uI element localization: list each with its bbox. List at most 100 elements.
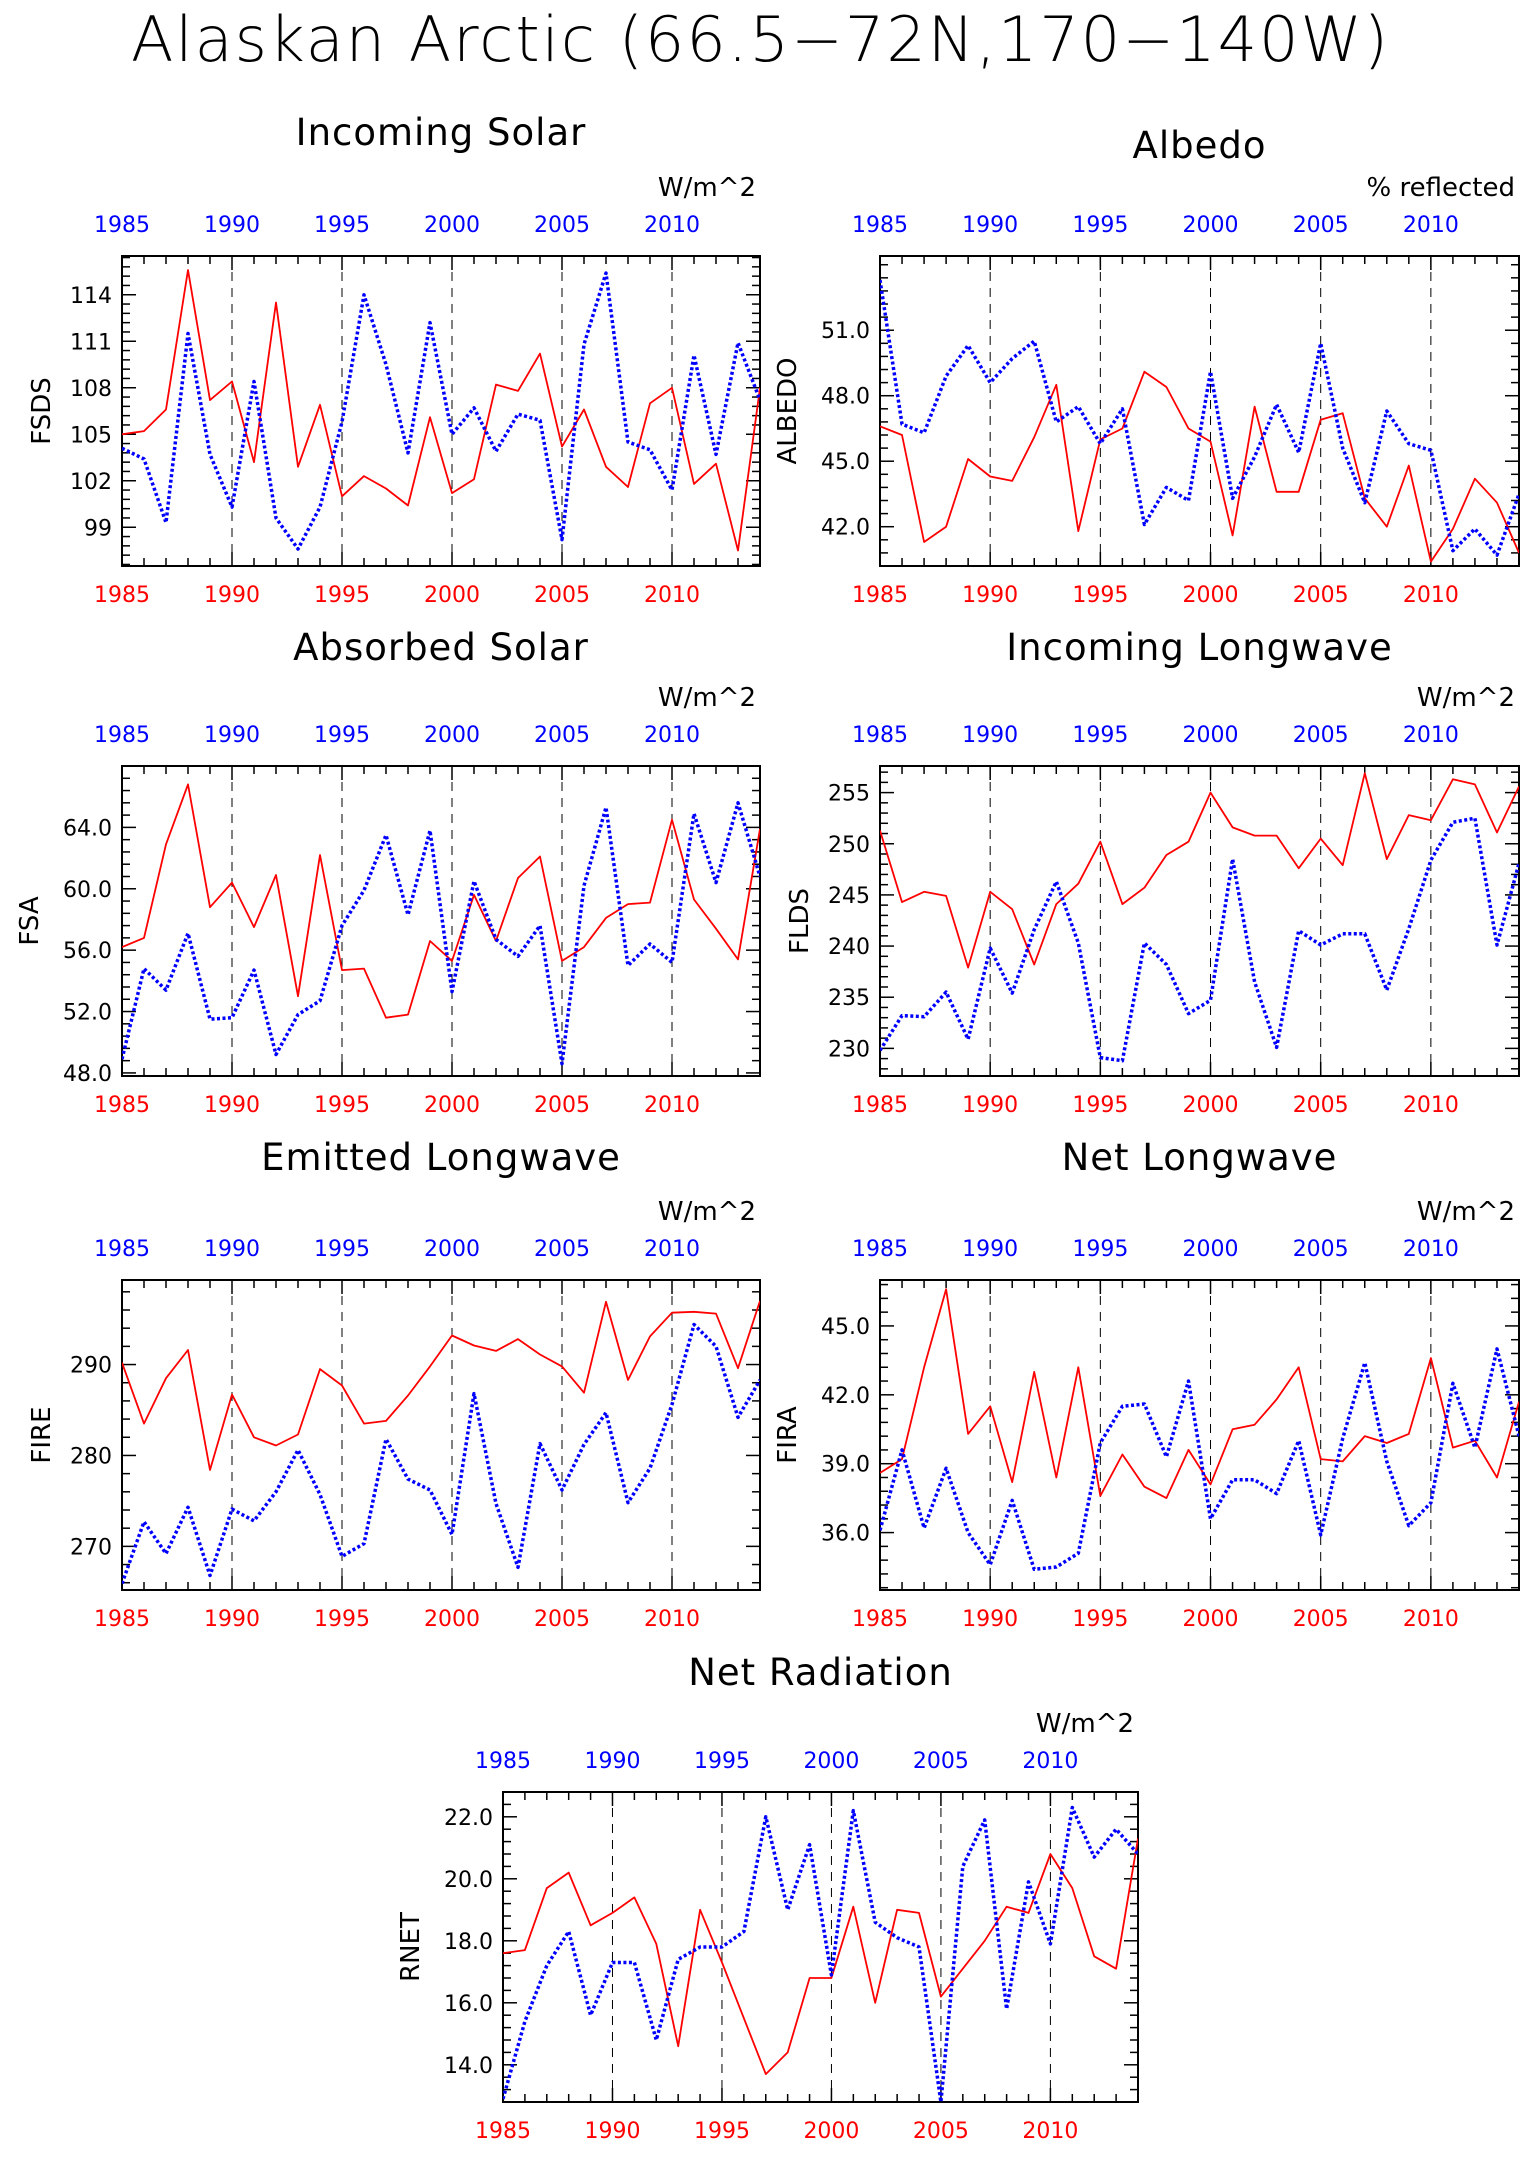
albedo-xlabel-top-2010: 2010: [1403, 213, 1459, 238]
rnet-ylabel: RNET: [396, 1912, 426, 1982]
page-title: Alaskan Arctic (66.5−72N,170−140W): [131, 3, 1390, 76]
fira-xlabel-top-2005: 2005: [1293, 1237, 1349, 1262]
fire-xlabel-top-2000: 2000: [424, 1237, 480, 1262]
fire-xlabel-bottom-1990: 1990: [204, 1607, 260, 1632]
flds-xlabel-bottom-1995: 1995: [1072, 1093, 1128, 1118]
albedo-ylabel-51: 51.0: [821, 319, 870, 344]
flds-ylabel-250: 250: [828, 833, 870, 858]
fira-xlabel-top-1995: 1995: [1072, 1237, 1128, 1262]
fsa-ylabel-56: 56.0: [63, 939, 112, 964]
fire-xlabel-bottom-1995: 1995: [314, 1607, 370, 1632]
fsds-series-solid: [122, 269, 760, 552]
rnet-xlabel-bottom-2000: 2000: [803, 2119, 859, 2144]
fire-ylabel-270: 270: [70, 1535, 112, 1560]
albedo-ylabel-42: 42.0: [821, 516, 870, 541]
albedo-xlabel-bottom-1990: 1990: [962, 583, 1018, 608]
fsds-xlabel-bottom-1990: 1990: [204, 583, 260, 608]
albedo-ylabel-48: 48.0: [821, 385, 870, 410]
rnet-xlabel-top-1995: 1995: [694, 1749, 750, 1774]
fsa-ylabel-64: 64.0: [63, 816, 112, 841]
fira-xlabel-bottom-2000: 2000: [1183, 1607, 1239, 1632]
flds-xlabel-top-1985: 1985: [852, 723, 908, 748]
fsa-xlabel-bottom-2000: 2000: [424, 1093, 480, 1118]
rnet-ylabel-16: 16.0: [444, 1992, 493, 2017]
fsds-xlabel-top-2000: 2000: [424, 213, 480, 238]
fsds-xlabel-bottom-2010: 2010: [644, 583, 700, 608]
fsa-title: Absorbed Solar: [293, 626, 589, 669]
fsds-ylabel-108: 108: [70, 377, 112, 402]
flds-frame: [879, 765, 1520, 1077]
fira-xlabel-top-1985: 1985: [852, 1237, 908, 1262]
fsds-xlabel-top-1990: 1990: [204, 213, 260, 238]
albedo-xlabel-top-1985: 1985: [852, 213, 908, 238]
fire-title: Emitted Longwave: [261, 1136, 621, 1179]
fira-ylabel-36: 36.0: [821, 1522, 870, 1547]
fsa-units: W/m^2: [658, 683, 756, 713]
fsds-xlabel-top-1985: 1985: [94, 213, 150, 238]
albedo-xlabel-top-2000: 2000: [1183, 213, 1239, 238]
flds-ylabel-255: 255: [828, 782, 870, 807]
flds-xlabel-top-1990: 1990: [962, 723, 1018, 748]
fsa-xlabel-bottom-2005: 2005: [534, 1093, 590, 1118]
fsds-title: Incoming Solar: [296, 111, 587, 154]
fira-xlabel-top-1990: 1990: [962, 1237, 1018, 1262]
flds-ylabel: FLDS: [785, 888, 815, 954]
flds-units: W/m^2: [1417, 683, 1515, 713]
flds-title: Incoming Longwave: [1006, 626, 1393, 669]
fsds-xlabel-bottom-1995: 1995: [314, 583, 370, 608]
fsds-xlabel-top-2010: 2010: [644, 213, 700, 238]
fire-xlabel-top-1985: 1985: [94, 1237, 150, 1262]
flds-series-dotted: [880, 816, 1519, 1063]
albedo-xlabel-top-2005: 2005: [1293, 213, 1349, 238]
fsa-xlabel-bottom-1995: 1995: [314, 1093, 370, 1118]
rnet-ylabel-22: 22.0: [444, 1806, 493, 1831]
fsa-xlabel-top-2005: 2005: [534, 723, 590, 748]
rnet-xlabel-bottom-1990: 1990: [584, 2119, 640, 2144]
rnet-ylabel-18: 18.0: [444, 1930, 493, 1955]
rnet-xlabel-bottom-1985: 1985: [475, 2119, 531, 2144]
fire-series-solid: [122, 1300, 760, 1471]
fsds-frame: [121, 255, 761, 567]
fsa-xlabel-top-1995: 1995: [314, 723, 370, 748]
albedo-series-solid: [880, 370, 1519, 563]
albedo-xlabel-top-1995: 1995: [1072, 213, 1128, 238]
fsds-units: W/m^2: [658, 173, 756, 203]
fsa-xlabel-bottom-2010: 2010: [644, 1093, 700, 1118]
albedo-frame: [879, 255, 1520, 567]
flds-xlabel-top-2000: 2000: [1183, 723, 1239, 748]
fire-xlabel-top-1995: 1995: [314, 1237, 370, 1262]
albedo-ylabel: ALBEDO: [773, 357, 803, 464]
flds-ylabel-240: 240: [828, 935, 870, 960]
fsds-ylabel-105: 105: [70, 423, 112, 448]
rnet-series-dotted: [503, 1805, 1138, 2102]
fira-xlabel-bottom-2010: 2010: [1403, 1607, 1459, 1632]
flds-xlabel-top-1995: 1995: [1072, 723, 1128, 748]
fira-title: Net Longwave: [1062, 1136, 1338, 1179]
fsa-xlabel-top-2000: 2000: [424, 723, 480, 748]
fsa-ylabel: FSA: [15, 896, 45, 945]
fsds-xlabel-bottom-2005: 2005: [534, 583, 590, 608]
fira-ylabel-45: 45.0: [821, 1315, 870, 1340]
fira-xlabel-bottom-2005: 2005: [1293, 1607, 1349, 1632]
rnet-units: W/m^2: [1036, 1709, 1134, 1739]
albedo-xlabel-bottom-1995: 1995: [1072, 583, 1128, 608]
albedo-xlabel-bottom-2005: 2005: [1293, 583, 1349, 608]
flds-ylabel-245: 245: [828, 884, 870, 909]
albedo-title: Albedo: [1133, 124, 1267, 167]
flds-series-solid: [880, 772, 1519, 969]
fira-xlabel-bottom-1990: 1990: [962, 1607, 1018, 1632]
flds-xlabel-bottom-1990: 1990: [962, 1093, 1018, 1118]
fira-xlabel-top-2010: 2010: [1403, 1237, 1459, 1262]
rnet-ylabel-14: 14.0: [444, 2054, 493, 2079]
fsa-xlabel-bottom-1990: 1990: [204, 1093, 260, 1118]
rnet-frame: [502, 1791, 1139, 2103]
fire-xlabel-bottom-2005: 2005: [534, 1607, 590, 1632]
fire-frame: [121, 1279, 761, 1591]
rnet-xlabel-top-1985: 1985: [475, 1749, 531, 1774]
fsa-xlabel-bottom-1985: 1985: [94, 1093, 150, 1118]
fsa-xlabel-top-1985: 1985: [94, 723, 150, 748]
fsa-series-solid: [122, 783, 760, 1019]
fsa-xlabel-top-1990: 1990: [204, 723, 260, 748]
fire-xlabel-top-2010: 2010: [644, 1237, 700, 1262]
fire-xlabel-top-1990: 1990: [204, 1237, 260, 1262]
